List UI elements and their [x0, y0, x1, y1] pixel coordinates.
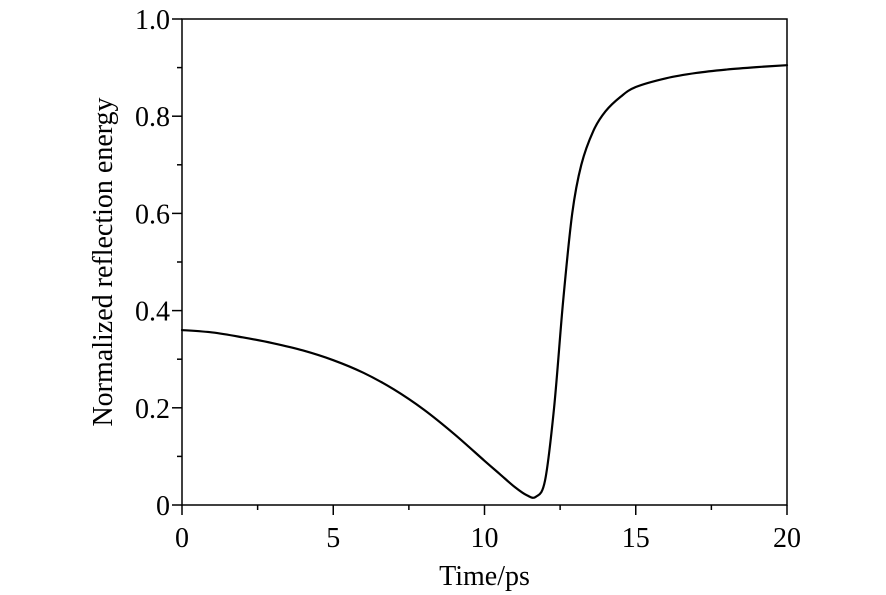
x-tick-label: 20	[773, 523, 801, 554]
y-tick-label: 0.8	[135, 102, 170, 133]
y-tick-label: 1.0	[135, 5, 170, 36]
y-tick-label: 0.2	[135, 394, 170, 425]
x-tick-label: 0	[175, 523, 189, 554]
axis-tick-labels: 0 5 10 15 20 0 0.2 0.4 0.6 0.8 1.0	[135, 5, 801, 554]
x-tick-label: 15	[622, 523, 650, 554]
x-axis-label: Time/ps	[439, 561, 530, 592]
y-tick-label: 0.6	[135, 199, 170, 230]
x-tick-label: 5	[326, 523, 340, 554]
y-axis-label: Normalized reflection energy	[88, 97, 119, 426]
reflection-energy-line	[180, 64, 789, 499]
x-tick-label: 10	[471, 523, 499, 554]
y-tick-label: 0.4	[135, 297, 170, 328]
y-tick-label: 0	[156, 491, 170, 522]
plot-frame	[181, 18, 788, 506]
axis-ticks	[172, 18, 788, 515]
